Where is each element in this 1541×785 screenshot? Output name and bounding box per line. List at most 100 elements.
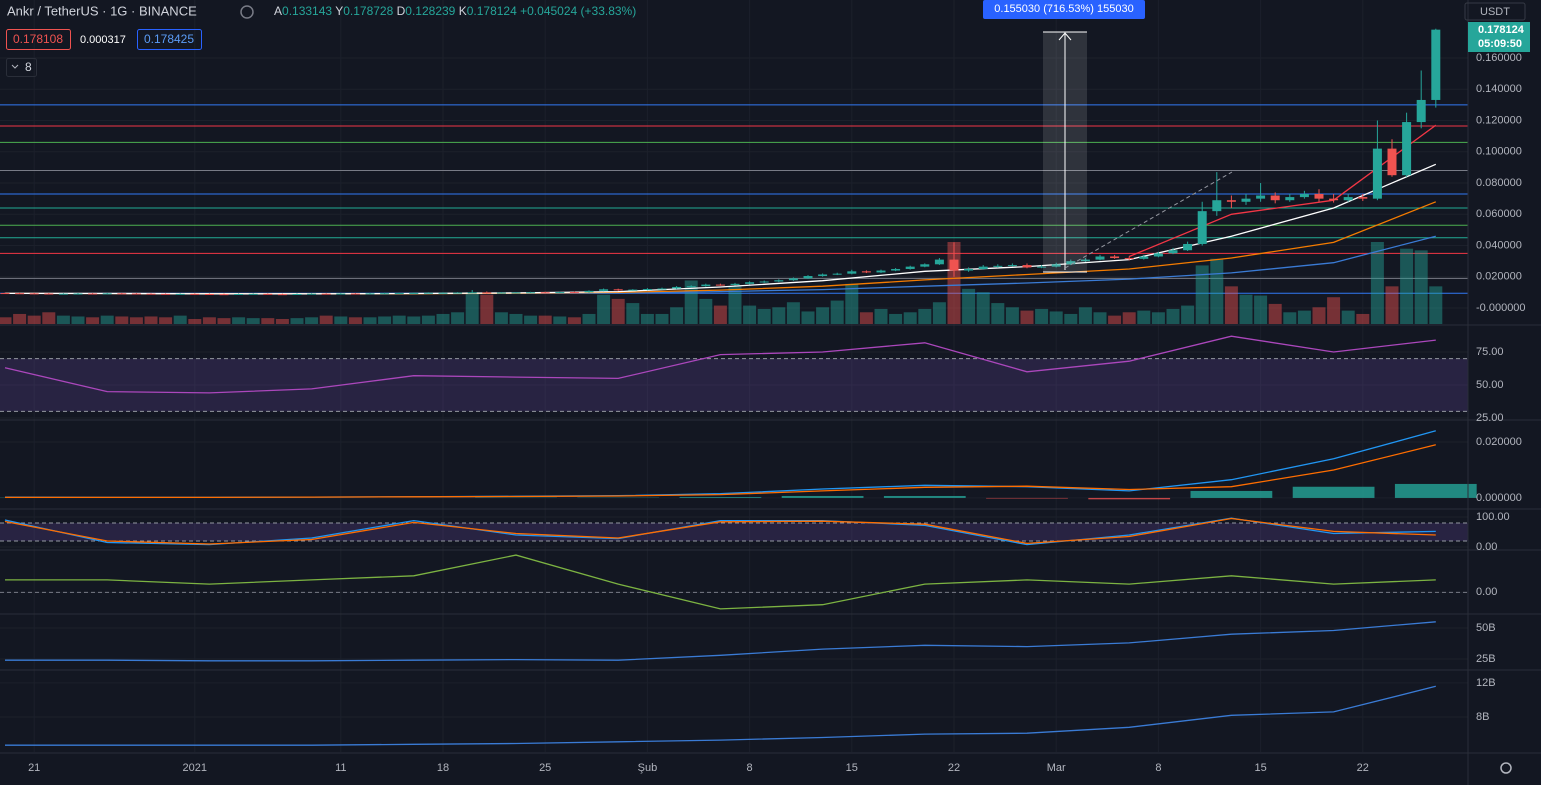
candle-body	[234, 293, 244, 295]
candle-body	[993, 265, 1003, 267]
candle-body	[891, 268, 901, 271]
candle-body	[467, 292, 477, 294]
candle-body	[423, 292, 433, 294]
x-tick-label: Şub	[638, 762, 658, 774]
volume-bar	[991, 303, 1005, 324]
y-tick-label: 0.080000	[1476, 177, 1522, 189]
volume-bar	[129, 317, 143, 324]
volume-bar	[932, 302, 946, 324]
y-tick-label: 0.000000	[1476, 492, 1522, 504]
currency: USDT	[1480, 6, 1510, 18]
volume-bar	[1414, 250, 1428, 324]
volume-bar	[1239, 294, 1253, 324]
indicator-line	[5, 554, 1436, 610]
ohlc-label: Y	[335, 4, 343, 18]
volume-bar	[436, 313, 450, 324]
y-tick-label: 25.00	[1476, 412, 1504, 424]
candle-body	[1080, 259, 1090, 262]
volume-bar	[889, 313, 903, 324]
candle-body	[365, 293, 375, 295]
x-tick-label: 22	[948, 762, 960, 774]
volume-bar	[1297, 310, 1311, 324]
volume-bar	[56, 315, 70, 324]
volume-bar	[1093, 312, 1107, 324]
histogram-bar	[1394, 483, 1477, 498]
candle-body	[613, 289, 623, 291]
candle-body	[336, 293, 346, 295]
volume-bar	[1166, 308, 1180, 324]
volume-bar	[567, 317, 581, 324]
volume-bar	[524, 315, 538, 324]
candle-body	[307, 293, 317, 295]
candle-body	[686, 286, 696, 288]
candle-body	[1095, 256, 1105, 260]
x-tick-label: 8	[1155, 762, 1161, 774]
settings-icon[interactable]	[1500, 762, 1512, 774]
candle-body	[453, 292, 463, 294]
candle-body	[803, 276, 813, 279]
volume-bar	[480, 294, 494, 324]
volume-bar	[699, 298, 713, 324]
volume-bar	[261, 318, 275, 324]
bid-price: 0.178108	[13, 32, 63, 46]
volume-bar	[772, 307, 786, 324]
volume-bar	[1312, 307, 1326, 324]
candle-body	[1402, 122, 1412, 176]
volume-bar	[976, 292, 990, 324]
y-tick-label: 0.020000	[1476, 271, 1522, 283]
volume-bar	[626, 303, 640, 324]
volume-bar	[275, 318, 289, 324]
volume-bar	[232, 317, 246, 324]
candle-body	[745, 282, 755, 284]
volume-bar	[1151, 312, 1165, 324]
candle-body	[161, 293, 171, 295]
candle-body	[759, 281, 769, 283]
volume-bar	[348, 317, 362, 324]
candle-body	[350, 293, 360, 295]
candle-body	[277, 294, 287, 296]
candle-body	[920, 264, 930, 267]
candle-body	[131, 293, 141, 295]
x-tick-label: 15	[846, 762, 858, 774]
volume-bar	[670, 307, 684, 324]
volume-bar	[757, 308, 771, 324]
volume-bar	[903, 312, 917, 324]
x-tick-label: 11	[335, 762, 346, 774]
candle-body	[394, 293, 404, 295]
ohlc-value: 0.133143	[282, 4, 332, 18]
volume-bar	[1370, 242, 1384, 324]
candle-body	[204, 293, 214, 295]
candle-body	[657, 288, 667, 290]
candle-body	[774, 280, 784, 282]
bid-box[interactable]	[6, 29, 71, 50]
volume-bar	[173, 315, 187, 324]
volume-bar	[1064, 313, 1078, 324]
indicator-count: 8	[25, 60, 32, 74]
volume-bar	[0, 317, 12, 324]
candle-body	[44, 293, 54, 295]
candle-body	[380, 293, 390, 295]
volume-bar	[786, 302, 800, 324]
candle-body	[190, 293, 200, 295]
candle-body	[146, 293, 156, 295]
candle-body	[73, 293, 83, 295]
histogram-bar	[679, 497, 762, 498]
candle-body	[1168, 250, 1178, 254]
candle-body	[0, 293, 10, 295]
volume-bar	[246, 318, 260, 324]
candle-body	[1022, 265, 1032, 268]
ohlc-legend: A0.133143 Y0.178728 D0.128239 K0.178124 …	[274, 4, 636, 18]
candle-body	[1329, 198, 1339, 201]
volume-bar	[655, 313, 669, 324]
candle-body	[818, 274, 828, 277]
moving-average	[4, 163, 1437, 295]
candle-body	[1212, 200, 1222, 212]
ohlc-value: 0.178124	[467, 4, 517, 18]
indicator-toggle[interactable]	[6, 58, 37, 77]
volume-bar	[71, 316, 85, 324]
currency-box[interactable]	[1464, 2, 1526, 21]
candle-body	[978, 266, 988, 269]
x-tick-label: 22	[1357, 762, 1369, 774]
ask-box[interactable]	[137, 29, 202, 50]
